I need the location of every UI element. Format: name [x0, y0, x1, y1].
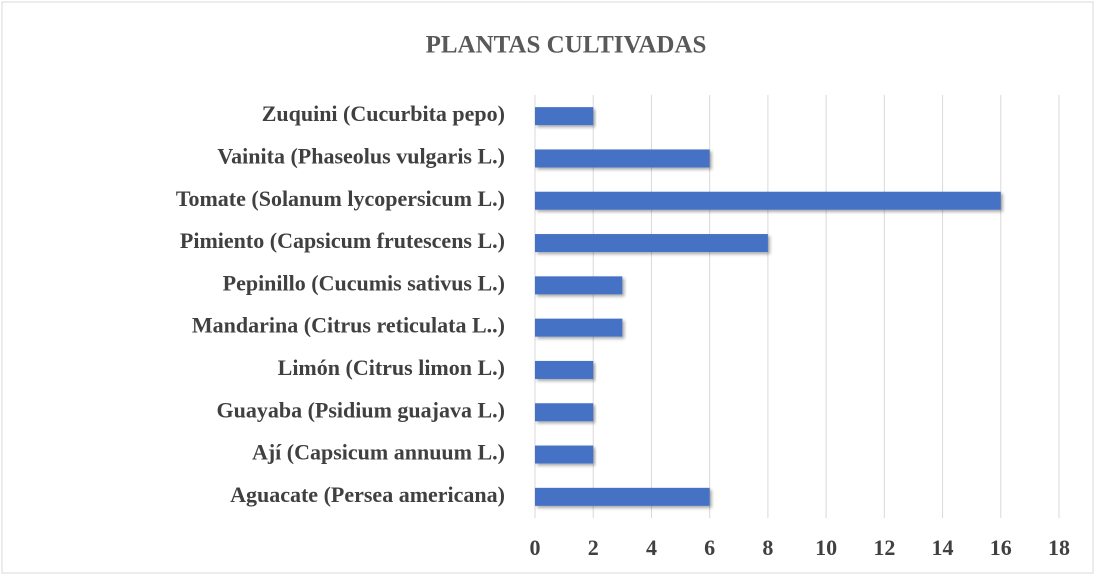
- y-tick-label: Pepinillo (Cucumis sativus L.): [223, 270, 505, 295]
- chart-title: PLANTAS CULTIVADAS: [426, 32, 707, 59]
- x-tick-label: 4: [646, 535, 657, 560]
- bar: [535, 107, 594, 126]
- x-tick-label: 8: [762, 535, 773, 560]
- bar: [535, 191, 1001, 210]
- y-tick-label: Vainita (Phaseolus vulgaris L.): [217, 143, 505, 168]
- y-tick-label: Zuquini (Cucurbita pepo): [262, 101, 505, 126]
- y-tick-label: Pimiento (Capsicum frutescens L.): [180, 228, 505, 253]
- x-tick-label: 6: [704, 535, 715, 560]
- bar: [535, 445, 594, 464]
- x-tick-label: 16: [990, 535, 1012, 560]
- y-tick-label: Aguacate (Persea americana): [230, 482, 505, 507]
- bar: [535, 149, 710, 168]
- y-tick-label: Ají (Capsicum annuum L.): [252, 440, 505, 465]
- y-tick-label: Limón (Citrus limon L.): [278, 355, 505, 380]
- y-tick-label: Mandarina (Citrus reticulata L..): [192, 313, 505, 338]
- y-tick-label: Tomate (Solanum lycopersicum L.): [176, 186, 505, 211]
- x-tick-label: 2: [588, 535, 599, 560]
- y-tick-label: Guayaba (Psidium guajava L.): [217, 397, 506, 422]
- bar: [535, 234, 768, 253]
- x-tick-label: 0: [530, 535, 541, 560]
- bar: [535, 403, 594, 422]
- x-tick-label: 10: [815, 535, 837, 560]
- bar: [535, 360, 594, 379]
- bar: [535, 318, 623, 337]
- x-tick-label: 12: [873, 535, 895, 560]
- bar: [535, 276, 623, 295]
- bar: [535, 487, 710, 506]
- x-tick-label: 18: [1048, 535, 1070, 560]
- x-tick-label: 14: [932, 535, 954, 560]
